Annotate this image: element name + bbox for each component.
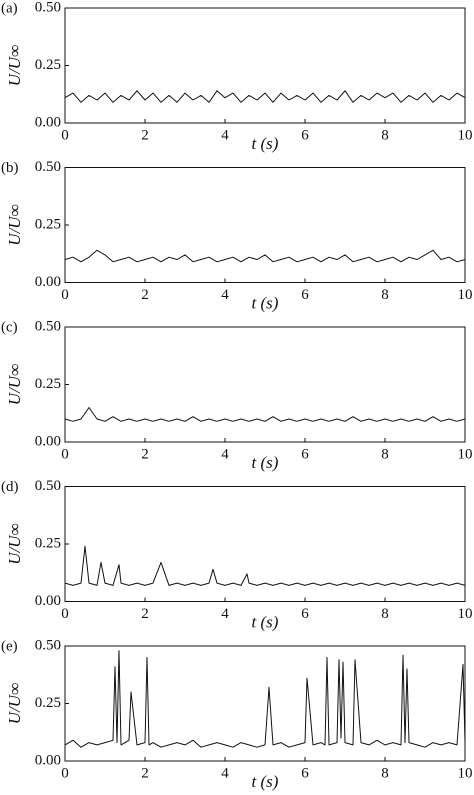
data-line [64, 650, 466, 748]
x-axis-label: t (s) [252, 293, 279, 312]
x-tick-label: 8 [381, 446, 389, 462]
x-tick-label: 2 [141, 287, 149, 303]
x-tick-label: 0 [61, 606, 69, 622]
plot-frame [64, 167, 466, 283]
panel-label: (b) [1, 160, 19, 176]
x-tick-label: 0 [61, 446, 69, 462]
y-tick-label: 0.50 [35, 159, 61, 175]
x-tick-label: 8 [381, 127, 389, 143]
y-tick-label: 0.25 [35, 376, 61, 392]
x-tick-label: 10 [458, 287, 473, 303]
x-axis-label: t (s) [252, 453, 279, 472]
x-tick-label: 4 [221, 606, 229, 622]
data-line [64, 90, 466, 103]
x-tick-label: 8 [381, 287, 389, 303]
x-tick-label: 4 [221, 765, 229, 781]
x-tick-label: 2 [141, 606, 149, 622]
x-axis-label: t (s) [252, 612, 279, 631]
y-tick-label: 0.50 [35, 0, 61, 15]
panel-label: (e) [1, 638, 18, 654]
y-axis-label: U/U∞ [5, 204, 24, 245]
y-axis-label: U/U∞ [5, 523, 24, 564]
x-tick-label: 8 [381, 765, 389, 781]
y-tick-label: 0.00 [35, 274, 61, 290]
panel-label: (d) [1, 479, 19, 495]
y-tick-label: 0.00 [35, 593, 61, 609]
x-tick-label: 4 [221, 446, 229, 462]
plot-frame [64, 326, 466, 443]
x-tick-label: 0 [61, 127, 69, 143]
x-tick-label: 2 [141, 765, 149, 781]
x-tick-label: 8 [381, 606, 389, 622]
x-tick-label: 6 [301, 606, 309, 622]
x-axis-label: t (s) [252, 772, 279, 791]
y-tick-label: 0.00 [35, 433, 61, 449]
data-line [64, 249, 466, 263]
y-tick-label: 0.50 [35, 637, 61, 653]
x-axis-label: t (s) [252, 134, 279, 153]
x-tick-label: 0 [61, 287, 69, 303]
x-tick-label: 10 [458, 127, 473, 143]
y-axis-label: U/U∞ [5, 45, 24, 86]
x-tick-label: 6 [301, 446, 309, 462]
x-tick-label: 2 [141, 446, 149, 462]
x-tick-label: 6 [301, 765, 309, 781]
x-tick-label: 10 [458, 765, 473, 781]
plot-frame [64, 7, 466, 124]
panel-label: (c) [1, 319, 18, 335]
x-tick-label: 4 [221, 127, 229, 143]
y-tick-label: 0.00 [35, 752, 61, 768]
data-line [64, 407, 466, 422]
data-line [64, 545, 466, 586]
y-tick-label: 0.00 [35, 114, 61, 130]
x-tick-label: 10 [458, 446, 473, 462]
y-tick-label: 0.50 [35, 318, 61, 334]
x-tick-label: 10 [458, 606, 473, 622]
y-tick-label: 0.25 [35, 57, 61, 73]
y-tick-label: 0.50 [35, 478, 61, 494]
x-tick-label: 6 [301, 127, 309, 143]
panel-label: (a) [1, 0, 18, 16]
y-axis-label: U/U∞ [5, 364, 24, 405]
x-tick-label: 6 [301, 287, 309, 303]
x-tick-label: 2 [141, 127, 149, 143]
x-tick-label: 0 [61, 765, 69, 781]
y-tick-label: 0.25 [35, 216, 61, 232]
y-tick-label: 0.25 [35, 535, 61, 551]
y-axis-label: U/U∞ [5, 683, 24, 724]
y-tick-label: 0.25 [35, 695, 61, 711]
x-tick-label: 4 [221, 287, 229, 303]
